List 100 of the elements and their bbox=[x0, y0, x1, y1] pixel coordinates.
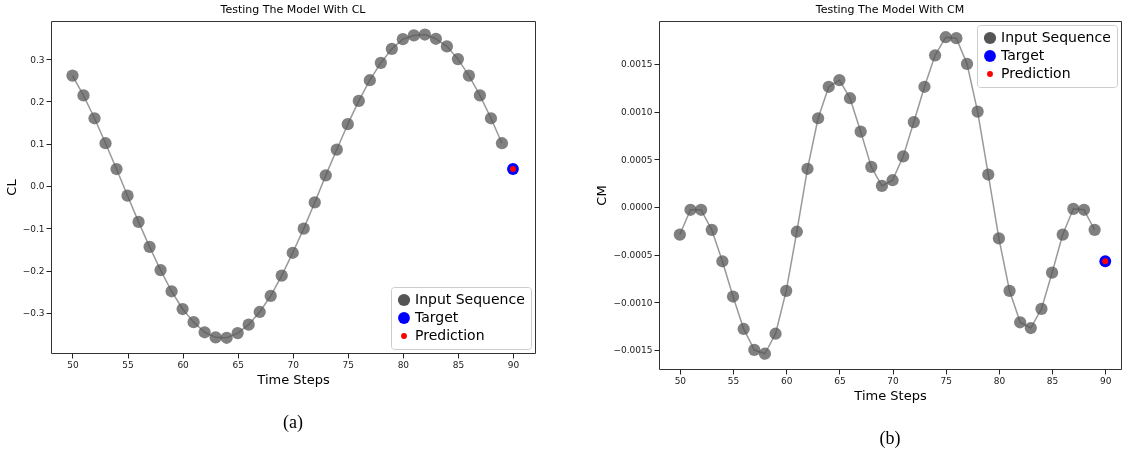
point bbox=[154, 263, 167, 277]
point bbox=[396, 33, 409, 46]
point bbox=[473, 89, 487, 102]
x-tick-label: 55 bbox=[122, 359, 134, 370]
point bbox=[801, 162, 814, 175]
x-tick-label: 55 bbox=[727, 375, 740, 386]
x-tick-label: 85 bbox=[1046, 375, 1059, 386]
y-tick-label: −0.0015 bbox=[613, 345, 653, 356]
x-tick-label: 60 bbox=[780, 375, 793, 386]
point bbox=[176, 302, 189, 316]
point bbox=[1056, 228, 1069, 241]
point bbox=[694, 203, 708, 216]
point bbox=[950, 32, 963, 45]
point bbox=[286, 246, 299, 259]
point bbox=[440, 40, 454, 53]
y-tick-label: 0.3 bbox=[30, 54, 45, 65]
point bbox=[319, 169, 332, 182]
y-axis-title: CM bbox=[594, 185, 610, 206]
y-tick-label: 0.0 bbox=[30, 181, 45, 192]
point bbox=[1024, 321, 1037, 335]
y-tick-label: −0.0005 bbox=[613, 250, 653, 261]
point bbox=[769, 327, 782, 340]
x-tick-label: 80 bbox=[397, 359, 410, 370]
point bbox=[308, 196, 321, 209]
point bbox=[726, 290, 740, 303]
legend-label: Input Sequence bbox=[415, 291, 525, 307]
point bbox=[462, 69, 476, 82]
point bbox=[374, 56, 387, 69]
point bbox=[928, 49, 942, 62]
text: (a) bbox=[283, 412, 303, 433]
point bbox=[918, 80, 931, 93]
point bbox=[385, 42, 398, 56]
x-tick-label: 50 bbox=[674, 375, 687, 386]
point bbox=[330, 143, 343, 156]
point bbox=[132, 215, 145, 228]
y-tick-label: 0.1 bbox=[30, 139, 45, 150]
point bbox=[971, 105, 984, 118]
point bbox=[758, 347, 772, 360]
point bbox=[780, 284, 793, 297]
point bbox=[748, 343, 761, 357]
point bbox=[297, 222, 310, 235]
point bbox=[960, 57, 974, 71]
chart-title: Testing The Model With CM bbox=[814, 3, 965, 16]
point bbox=[165, 285, 178, 298]
point bbox=[264, 289, 277, 303]
point bbox=[242, 318, 255, 331]
point bbox=[843, 92, 857, 105]
point bbox=[822, 80, 835, 93]
x-axis-title: Time Steps bbox=[256, 371, 330, 387]
x-tick-label: 90 bbox=[507, 359, 520, 370]
point bbox=[875, 179, 889, 193]
point bbox=[253, 305, 266, 319]
point bbox=[673, 228, 686, 241]
legend-label: Prediction bbox=[1001, 65, 1071, 81]
point bbox=[939, 31, 952, 44]
y-tick-label: 0.0015 bbox=[621, 59, 653, 70]
point bbox=[99, 137, 112, 150]
chart-title: Testing The Model With CL bbox=[219, 3, 367, 16]
x-axis-title: Time Steps bbox=[853, 387, 927, 403]
point bbox=[1077, 203, 1091, 216]
y-axis-title: CL bbox=[3, 178, 19, 196]
legend-label: Target bbox=[1000, 47, 1045, 63]
point bbox=[451, 52, 465, 66]
point bbox=[907, 115, 920, 129]
point bbox=[341, 118, 354, 131]
x-tick-label: 70 bbox=[287, 359, 300, 370]
point bbox=[790, 225, 803, 238]
point bbox=[66, 69, 79, 82]
point bbox=[1088, 223, 1101, 236]
point bbox=[1014, 316, 1027, 329]
y-tick-label: 0.2 bbox=[30, 96, 45, 107]
point bbox=[231, 327, 244, 340]
x-tick-label: 60 bbox=[177, 359, 190, 370]
point bbox=[495, 137, 509, 150]
point bbox=[992, 232, 1006, 245]
point bbox=[737, 322, 750, 336]
point bbox=[1067, 202, 1080, 215]
point bbox=[143, 240, 156, 253]
legend-label: Input Sequence bbox=[1001, 29, 1111, 45]
x-tick-label: 50 bbox=[67, 359, 79, 370]
y-tick-label: 0.0010 bbox=[621, 107, 653, 118]
point bbox=[886, 174, 899, 187]
point bbox=[484, 112, 498, 125]
point bbox=[77, 89, 90, 102]
legend-label: Prediction bbox=[415, 327, 485, 343]
x-tick-label: 65 bbox=[834, 375, 846, 386]
point bbox=[407, 29, 420, 42]
point bbox=[220, 331, 233, 344]
point bbox=[1003, 284, 1016, 297]
y-tick-label: −0.2 bbox=[22, 266, 45, 277]
point bbox=[811, 112, 825, 125]
x-tick-label: 75 bbox=[940, 375, 952, 386]
point bbox=[1035, 302, 1048, 316]
point bbox=[363, 74, 376, 87]
point bbox=[716, 255, 729, 268]
point bbox=[88, 112, 101, 125]
point bbox=[352, 94, 365, 108]
point bbox=[121, 189, 134, 202]
x-tick-label: 90 bbox=[1100, 375, 1112, 386]
x-tick-label: 70 bbox=[887, 375, 900, 386]
